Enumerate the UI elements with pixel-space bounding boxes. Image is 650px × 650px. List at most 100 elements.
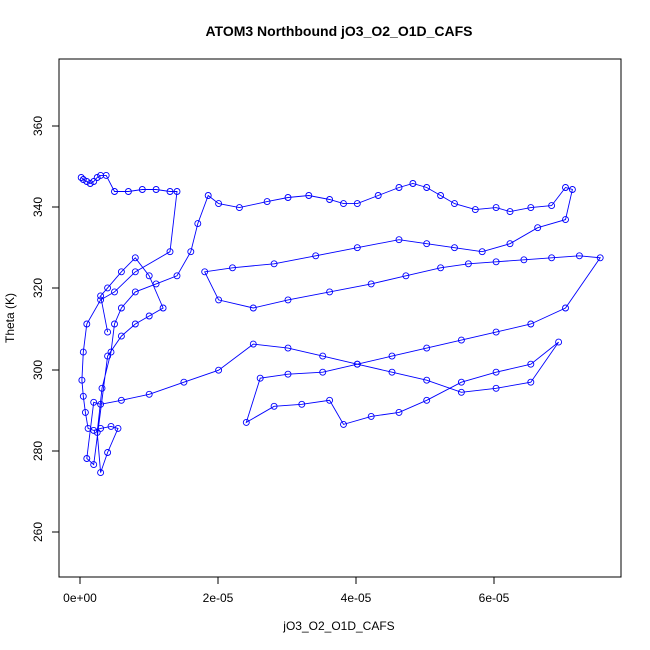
data-point [104, 284, 112, 292]
data-point [388, 352, 396, 360]
plot-frame [58, 58, 622, 578]
data-point [527, 378, 535, 386]
data-point [104, 352, 112, 360]
data-point [312, 252, 320, 260]
data-point [104, 449, 112, 456]
data-point [229, 264, 236, 272]
data-point [131, 254, 139, 262]
data-point [395, 184, 403, 191]
data-point [478, 248, 486, 256]
data-point [527, 360, 535, 368]
data-point [340, 200, 347, 208]
data-point [388, 368, 396, 376]
data-point [117, 268, 125, 276]
data-point [423, 240, 431, 248]
data-point [492, 258, 500, 266]
data-point [159, 304, 167, 312]
data-point [319, 352, 327, 360]
data-point [90, 398, 98, 406]
data-point [284, 344, 292, 352]
data-point [97, 292, 105, 300]
y-tick-label: 340 [31, 197, 45, 217]
data-point [423, 396, 431, 404]
data-point [98, 384, 106, 392]
data-point [77, 174, 85, 181]
series-line [80, 174, 602, 473]
data-point [340, 420, 347, 428]
data-point [107, 348, 115, 356]
data-point [555, 338, 563, 346]
data-point [409, 180, 417, 187]
data-point [423, 184, 431, 191]
data-point [319, 368, 327, 376]
data-point [90, 461, 98, 469]
data-point [97, 400, 105, 408]
data-point [180, 378, 188, 386]
data-point [492, 204, 500, 212]
data-point [173, 188, 181, 195]
x-axis: 0e+00 2e-05 4e-05 6e-05 jO3_O2_O1D_CAFS [63, 576, 510, 633]
data-point [263, 198, 271, 206]
data-point [562, 184, 569, 191]
x-tick-label: 0e+00 [63, 591, 97, 605]
data-point [471, 206, 479, 214]
y-tick-label: 260 [31, 522, 45, 542]
data-point [326, 288, 334, 296]
data-point [548, 254, 556, 262]
data-point [367, 280, 375, 288]
data-point [79, 392, 87, 400]
data-point [138, 186, 146, 193]
data-point [353, 360, 361, 368]
data-point [102, 171, 110, 179]
data-point [326, 396, 334, 404]
data-point [117, 304, 125, 312]
data-point [107, 422, 115, 430]
data-point [374, 192, 382, 199]
data-point [305, 192, 313, 199]
data-point [437, 264, 445, 272]
data-point [124, 188, 132, 195]
data-point [527, 204, 535, 212]
data-point [166, 188, 174, 195]
data-point [395, 408, 403, 416]
y-tick-label: 320 [31, 278, 45, 298]
data-point [506, 208, 514, 216]
data-point [145, 312, 153, 320]
data-point [111, 288, 118, 296]
data-point [437, 192, 445, 199]
x-axis-label: jO3_O2_O1D_CAFS [282, 619, 394, 633]
data-point [568, 186, 576, 193]
data-point [93, 174, 101, 181]
x-tick-label: 6e-05 [479, 591, 510, 605]
data-point [187, 248, 195, 256]
data-point [166, 248, 174, 256]
data-point [506, 240, 514, 248]
data-point [173, 272, 181, 280]
data-point [117, 332, 125, 340]
data-point [83, 320, 91, 328]
data-point [284, 370, 292, 378]
y-axis: 260 280 300 320 340 360 Theta (K) [3, 116, 60, 542]
data-point [270, 402, 278, 410]
data-point [256, 374, 264, 382]
data-point [86, 180, 94, 187]
data-point [152, 186, 160, 193]
data-point [204, 192, 212, 199]
data-point [457, 388, 465, 396]
x-tick-label: 2e-05 [203, 591, 234, 605]
data-point [353, 200, 361, 208]
data-point [131, 320, 139, 328]
data-point [83, 178, 91, 185]
data-point [79, 176, 87, 183]
y-tick-label: 300 [31, 360, 45, 380]
data-point [97, 469, 105, 477]
data-point [457, 378, 465, 386]
data-point [78, 376, 86, 384]
data-point [423, 376, 431, 384]
data-point [326, 196, 334, 203]
data-point [111, 320, 118, 328]
data-point [270, 260, 278, 268]
data-point [249, 340, 257, 348]
data-point [81, 408, 89, 416]
data-point [131, 288, 139, 296]
